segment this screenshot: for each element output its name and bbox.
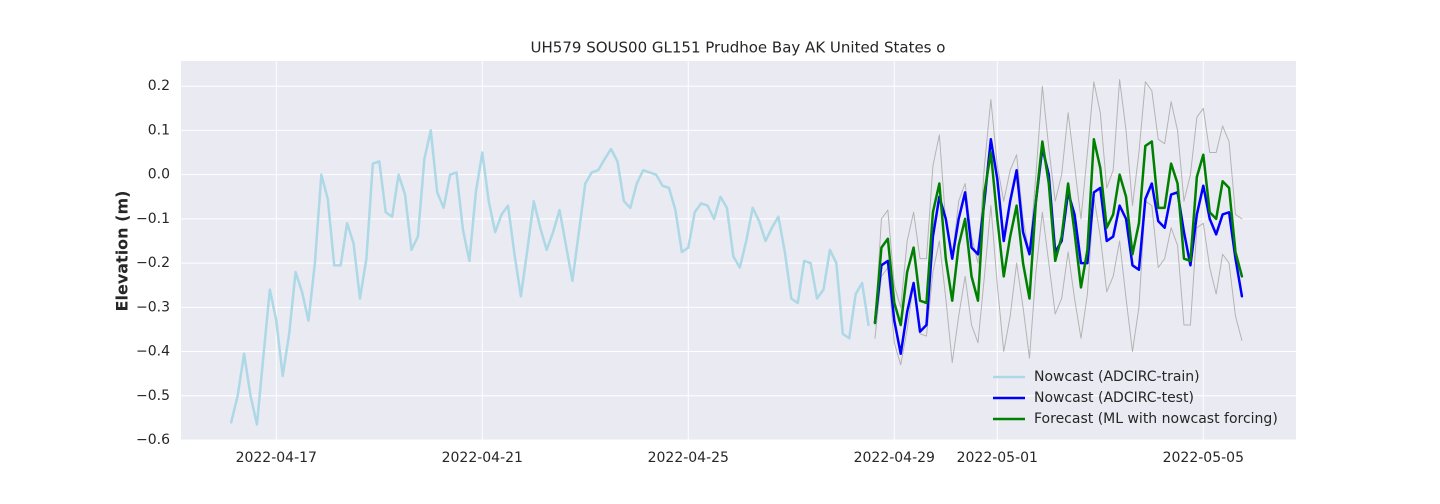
y-tick-label: −0.1 [136, 211, 170, 227]
y-tick-label: −0.2 [136, 255, 170, 271]
x-tick-label: 2022-04-17 [236, 450, 317, 466]
legend-label: Nowcast (ADCIRC-test) [1034, 390, 1194, 406]
legend-label: Forecast (ML with nowcast forcing) [1034, 411, 1278, 427]
y-tick-label: −0.4 [136, 344, 170, 360]
data-line [229, 129, 870, 426]
x-tick-label: 2022-04-21 [442, 450, 523, 466]
chart-title: UH579 SOUS00 GL151 Prudhoe Bay AK United… [531, 39, 946, 57]
y-tick-label: 0.2 [148, 78, 170, 94]
y-axis-label: Elevation (m) [113, 191, 132, 312]
data-line [873, 138, 1244, 327]
y-tick-label: 0.1 [148, 122, 170, 138]
y-tick-label: −0.3 [136, 299, 170, 315]
y-tick-label: −0.5 [136, 388, 170, 404]
x-tick-label: 2022-05-05 [1163, 450, 1244, 466]
data-line [874, 79, 1243, 326]
data-line [874, 196, 1243, 366]
x-tick-label: 2022-05-01 [957, 450, 1038, 466]
x-tick-label: 2022-04-29 [854, 450, 935, 466]
y-tick-label: 0.0 [148, 167, 170, 183]
x-tick-label: 2022-04-25 [648, 450, 729, 466]
y-tick-label: −0.6 [136, 432, 170, 448]
legend-label: Nowcast (ADCIRC-train) [1034, 369, 1200, 385]
